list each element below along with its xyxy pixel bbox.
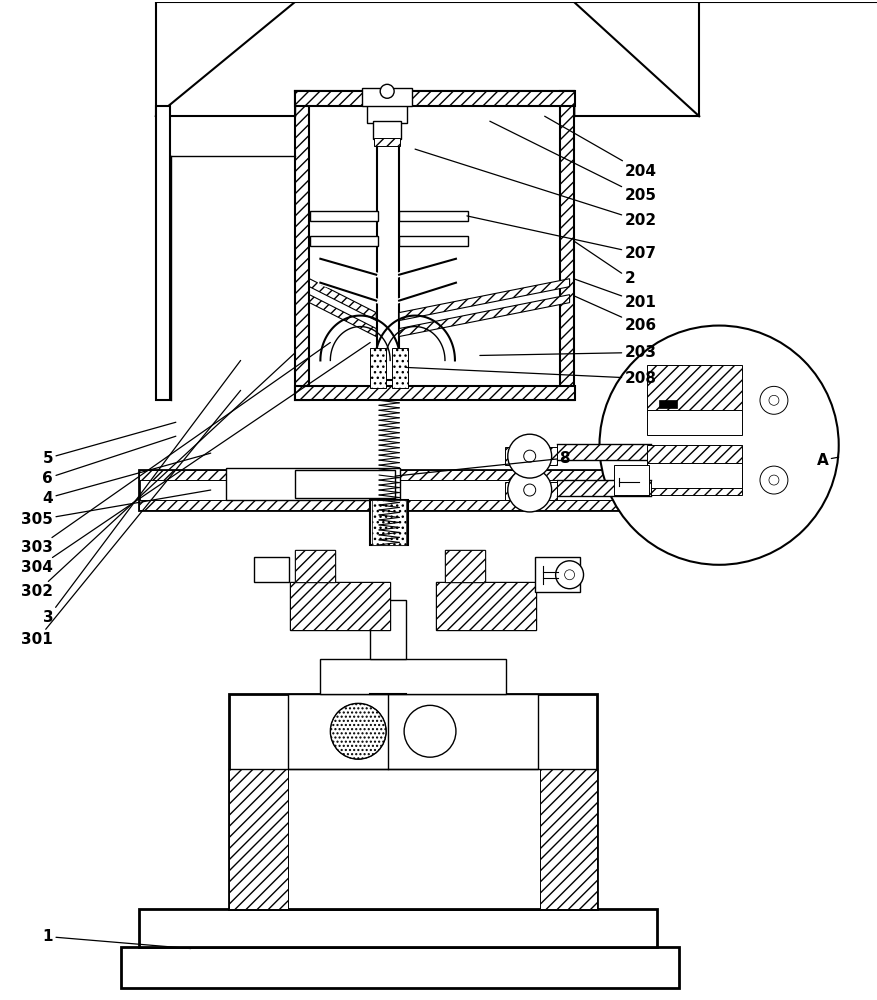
Text: 205: 205 xyxy=(489,121,656,203)
Text: 202: 202 xyxy=(415,149,656,228)
Circle shape xyxy=(599,326,838,565)
Polygon shape xyxy=(309,295,375,337)
Bar xyxy=(253,557,289,582)
Bar xyxy=(139,909,657,947)
Bar xyxy=(370,600,406,659)
Bar xyxy=(374,138,400,146)
Bar xyxy=(614,465,649,495)
Bar xyxy=(156,106,169,400)
Bar xyxy=(290,582,389,630)
Bar xyxy=(310,236,378,246)
Circle shape xyxy=(507,468,551,512)
Bar xyxy=(534,557,579,592)
Circle shape xyxy=(768,475,778,485)
Bar xyxy=(377,116,399,380)
Text: A: A xyxy=(816,453,838,468)
Text: 208: 208 xyxy=(406,367,656,386)
Bar xyxy=(370,348,386,388)
Bar xyxy=(296,91,309,400)
Text: 206: 206 xyxy=(573,296,656,333)
Text: 4: 4 xyxy=(43,453,210,506)
Text: 301: 301 xyxy=(21,390,240,647)
Bar xyxy=(296,91,574,106)
Bar xyxy=(372,500,406,545)
Bar xyxy=(228,694,597,909)
Bar xyxy=(504,482,556,500)
Bar xyxy=(392,348,408,388)
Text: 203: 203 xyxy=(480,345,656,360)
Bar xyxy=(139,500,657,510)
Polygon shape xyxy=(309,279,375,321)
Bar xyxy=(646,365,741,415)
Bar xyxy=(646,410,741,435)
Circle shape xyxy=(768,395,778,405)
Bar xyxy=(436,582,535,630)
Text: 1: 1 xyxy=(43,929,190,949)
Bar xyxy=(556,480,651,496)
Bar xyxy=(228,769,289,909)
Circle shape xyxy=(507,434,551,478)
Bar xyxy=(504,447,556,465)
Text: 3: 3 xyxy=(43,360,240,625)
Text: 2: 2 xyxy=(573,241,634,286)
Circle shape xyxy=(330,703,386,759)
Bar xyxy=(539,769,597,909)
Text: 5: 5 xyxy=(43,422,175,466)
Bar xyxy=(373,121,401,139)
Circle shape xyxy=(759,466,787,494)
Circle shape xyxy=(555,561,583,589)
Bar xyxy=(139,470,657,480)
Bar xyxy=(139,470,657,510)
Polygon shape xyxy=(399,295,569,337)
Bar xyxy=(445,550,484,582)
Bar xyxy=(296,550,335,582)
Circle shape xyxy=(759,386,787,414)
Bar xyxy=(121,947,679,988)
Bar xyxy=(289,694,537,769)
Bar xyxy=(399,211,467,221)
Text: 204: 204 xyxy=(544,116,656,179)
Text: 207: 207 xyxy=(467,216,656,261)
Polygon shape xyxy=(399,279,569,321)
Text: 302: 302 xyxy=(21,352,296,599)
Bar xyxy=(399,236,467,246)
Bar xyxy=(296,550,335,582)
Bar xyxy=(310,211,378,221)
Bar xyxy=(559,91,573,400)
Circle shape xyxy=(564,570,574,580)
Bar xyxy=(225,468,400,500)
Text: 304: 304 xyxy=(21,342,370,575)
Text: 201: 201 xyxy=(573,279,655,310)
Bar xyxy=(320,659,505,694)
Text: 303: 303 xyxy=(21,342,330,555)
Bar xyxy=(556,444,651,460)
Bar xyxy=(362,88,411,106)
Bar xyxy=(296,470,395,498)
Text: 8: 8 xyxy=(395,451,569,476)
Bar xyxy=(646,463,741,488)
Bar xyxy=(646,445,741,495)
Bar xyxy=(367,105,407,123)
Bar xyxy=(296,386,574,400)
Bar xyxy=(659,400,676,408)
Circle shape xyxy=(524,484,535,496)
Text: 6: 6 xyxy=(42,436,175,486)
Circle shape xyxy=(380,84,394,98)
Bar xyxy=(445,550,484,582)
Bar xyxy=(290,582,389,630)
Bar xyxy=(370,500,408,545)
Circle shape xyxy=(524,450,535,462)
Text: 305: 305 xyxy=(21,490,210,527)
Bar xyxy=(436,582,535,630)
Circle shape xyxy=(403,705,455,757)
